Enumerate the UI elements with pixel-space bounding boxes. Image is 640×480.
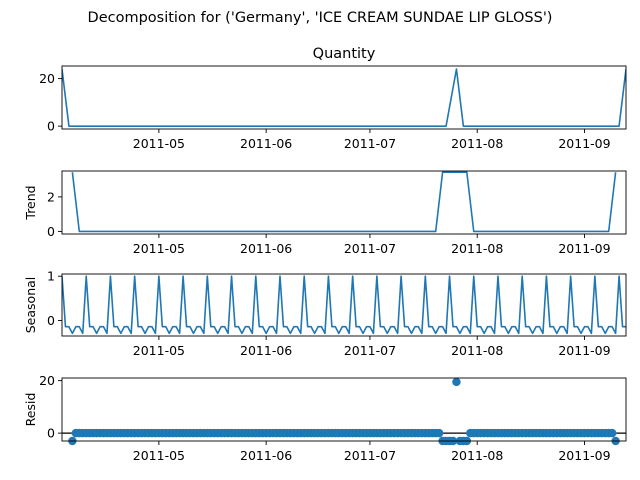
x-tick-label: 2011-08 <box>451 136 503 151</box>
x-tick-label: 2011-05 <box>133 448 185 463</box>
y-tick-label: 20 <box>39 71 55 86</box>
x-tick-label: 2011-08 <box>451 241 503 256</box>
panel-title: Quantity <box>313 46 376 62</box>
x-tick-label: 2011-06 <box>240 343 292 358</box>
x-tick-label: 2011-09 <box>558 448 610 463</box>
axes-frame <box>61 65 627 130</box>
resid-point <box>434 428 444 438</box>
y-axis-label: Seasonal <box>23 277 38 334</box>
panel-resid: 0 20 2011-05 2011-06 2011-07 2011-08 2011-09 Re… <box>23 373 627 463</box>
x-tick-label: 2011-09 <box>558 241 610 256</box>
x-tick-label: 2011-06 <box>240 448 292 463</box>
seasonal-line <box>62 275 626 335</box>
x-tick-label: 2011-07 <box>344 241 396 256</box>
axes-frame <box>61 273 627 337</box>
panel-data <box>71 171 617 233</box>
x-tick-label: 2011-05 <box>133 343 185 358</box>
x-tick-label: 2011-09 <box>558 343 610 358</box>
panel-trend: 0 2 2011-05 2011-06 2011-07 2011-08 2011-09 Tre… <box>23 170 627 256</box>
y-tick-label: 0 <box>47 426 55 441</box>
series-line <box>71 171 617 233</box>
resid-point <box>607 428 617 438</box>
axes-frame <box>61 170 627 235</box>
x-tick-label: 2011-06 <box>240 136 292 151</box>
y-tick-label: 0 <box>47 224 55 239</box>
y-tick-label: 0 <box>47 313 55 328</box>
x-tick-label: 2011-08 <box>451 448 503 463</box>
panel-quantity: 0 20 2011-05 2011-06 2011-07 2011-08 2011-09 Qu… <box>39 46 627 151</box>
x-tick-label: 2011-07 <box>344 343 396 358</box>
x-tick-label: 2011-05 <box>133 241 185 256</box>
series-line <box>62 68 626 127</box>
y-tick-label: 2 <box>47 189 55 204</box>
figure-suptitle: Decomposition for ('Germany', 'ICE CREAM… <box>88 10 553 26</box>
x-tick-label: 2011-07 <box>344 136 396 151</box>
x-tick-label: 2011-05 <box>133 136 185 151</box>
x-tick-label: 2011-06 <box>240 241 292 256</box>
panel-data <box>62 68 626 127</box>
y-tick-label: 1 <box>47 269 55 284</box>
resid-point <box>452 377 461 387</box>
y-tick-label: 20 <box>39 373 55 388</box>
y-tick-label: 0 <box>47 119 55 134</box>
panel-seasonal: 0 1 2011-05 2011-06 2011-07 2011-08 2011-09 Sea… <box>23 269 627 358</box>
x-tick-label: 2011-07 <box>344 448 396 463</box>
x-tick-label: 2011-08 <box>451 343 503 358</box>
x-tick-label: 2011-09 <box>558 136 610 151</box>
y-axis-label: Trend <box>23 185 38 220</box>
axes-frame <box>61 377 627 442</box>
y-axis-label: Resid <box>23 393 38 427</box>
panel-data <box>62 275 626 335</box>
